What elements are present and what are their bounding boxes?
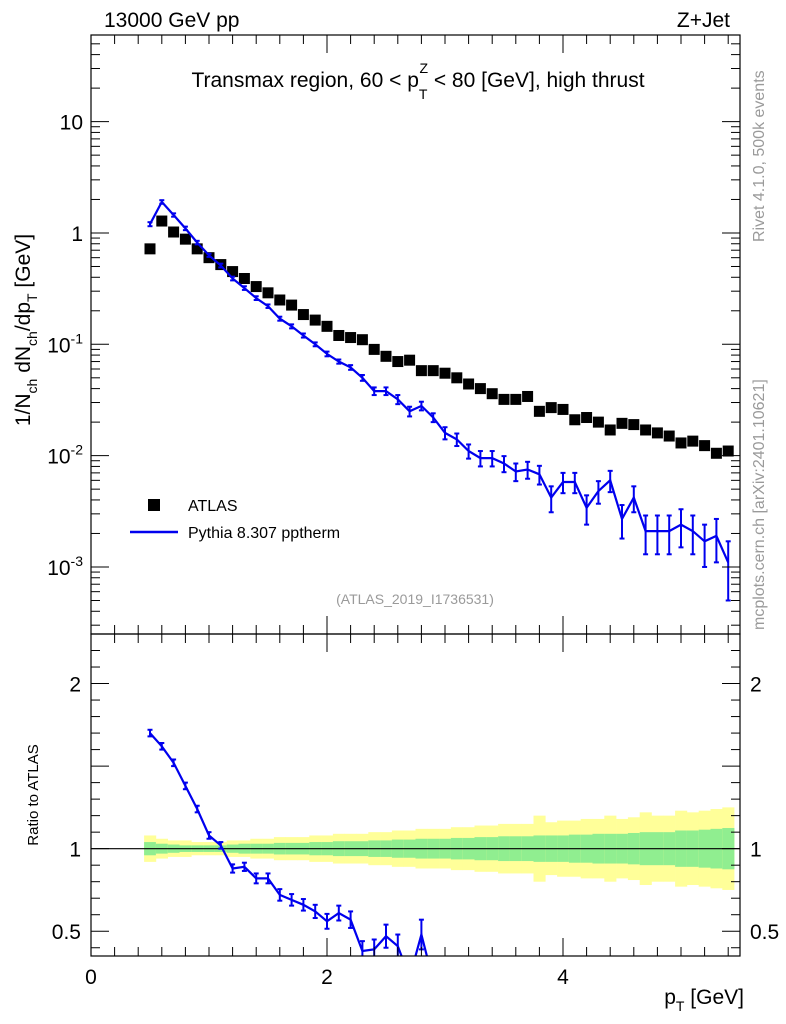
atlas-data-point (699, 440, 711, 452)
atlas-data-point (156, 215, 168, 227)
atlas-data-point (179, 233, 191, 245)
atlas-data-point (297, 309, 309, 321)
ratio-tick-labels: 0.5 0.5 1 1 2 2 0 2 4 (52, 674, 779, 989)
y-tick-label: 10 (60, 112, 83, 135)
main-y-tick-labels: 10 1 10-1 10-2 10-3 (47, 112, 83, 580)
atlas-data-point (144, 243, 156, 255)
atlas-data-point (415, 365, 427, 377)
ratio-y-tick-label-right: 0.5 (750, 921, 779, 944)
legend-pythia-label: Pythia 8.307 pptherm (188, 525, 340, 542)
atlas-data-point (545, 402, 557, 414)
ratio-panel: 0.5 0.5 1 1 2 2 0 2 4 Ratio to ATLAS pT [GeV] (25, 633, 779, 1014)
atlas-data-point (604, 424, 616, 436)
analysis-id-label: (ATLAS_2019_I1736531) (336, 591, 494, 607)
atlas-data-point (227, 266, 239, 278)
atlas-data-point (191, 243, 203, 255)
ratio-series-group (147, 728, 429, 956)
atlas-data-point (368, 343, 380, 355)
atlas-data-point (345, 332, 357, 344)
rivet-label: Rivet 4.1.0, 500k events (751, 70, 768, 242)
main-plot-area (144, 199, 734, 602)
atlas-data-point (498, 393, 510, 405)
atlas-data-point (463, 378, 475, 390)
ratio-y-tick-label-right: 1 (750, 839, 762, 862)
ratio-y-tick-label: 1 (69, 839, 81, 862)
atlas-data-point (663, 430, 675, 442)
atlas-data-point (274, 294, 286, 306)
ratio-axis-ticks (90, 633, 740, 956)
title-pre: Transmax region, 60 < p (191, 69, 418, 92)
atlas-data-point (392, 356, 404, 368)
x-axis-label: pT [GeV] (664, 986, 744, 1014)
mcplots-label: mcplots.cern.ch [arXiv:2401.10621] (751, 379, 768, 630)
x-tick-label: 0 (85, 966, 97, 989)
atlas-data-point (687, 435, 699, 447)
atlas-data-point (356, 334, 368, 346)
chart-title: Transmax region, 60 < pTZ < 80 [GeV], hi… (191, 60, 644, 102)
atlas-data-point (380, 350, 392, 362)
atlas-data-point (333, 329, 345, 341)
energy-label: 13000 GeV pp (104, 9, 239, 32)
atlas-data-point (250, 281, 262, 293)
process-label: Z+Jet (677, 9, 730, 32)
atlas-data-point (321, 320, 333, 332)
main-panel: 10 1 10-1 10-2 10-3 Transmax region, 60 < pT… (12, 34, 741, 635)
y-tick-label: 10-2 (47, 442, 83, 469)
legend-atlas-label: ATLAS (188, 498, 238, 515)
atlas-data-point (238, 272, 250, 284)
y-tick-label: 1 (71, 223, 83, 246)
atlas-data-point (533, 405, 545, 417)
title-post: < 80 [GeV], high thrust (428, 69, 645, 92)
y-tick-label: 10-3 (47, 553, 83, 580)
legend-atlas-marker (148, 499, 160, 511)
atlas-data-point (439, 367, 451, 379)
x-tick-label: 4 (557, 966, 569, 989)
atlas-data-point (286, 299, 298, 311)
atlas-data-point (651, 427, 663, 439)
atlas-data-point (168, 226, 180, 238)
main-y-axis-label: 1/Nch dNch/dpT [GeV] (12, 234, 40, 426)
title-sub: T (419, 86, 428, 102)
atlas-data-point (557, 403, 569, 415)
ratio-y-tick-label-right: 2 (750, 674, 762, 697)
atlas-data-point (262, 287, 274, 299)
atlas-data-point (510, 393, 522, 405)
ratio-y-axis-label: Ratio to ATLAS (25, 744, 42, 845)
ratio-plot-area (91, 728, 740, 956)
title-sup: Z (419, 60, 428, 76)
ratio-y-tick-label: 2 (69, 674, 81, 697)
main-axis-ticks (90, 34, 740, 634)
atlas-data-point (628, 419, 640, 431)
atlas-data-point (427, 365, 439, 377)
atlas-data-point (710, 447, 722, 459)
atlas-data-point (722, 445, 734, 457)
atlas-data-point (581, 412, 593, 424)
atlas-data-point (675, 437, 687, 449)
main-frame (90, 34, 741, 635)
x-tick-label: 2 (321, 966, 333, 989)
legend: ATLAS Pythia 8.307 pptherm (130, 498, 340, 542)
atlas-data-point (592, 416, 604, 428)
ratio-y-tick-label: 0.5 (52, 921, 81, 944)
ratio-frame (90, 633, 741, 957)
atlas-data-point (569, 414, 581, 426)
atlas-data-point (616, 417, 628, 429)
atlas-data-point (309, 314, 321, 326)
atlas-data-point (474, 383, 486, 395)
atlas-data-point (486, 388, 498, 400)
atlas-data-point (451, 372, 463, 384)
y-tick-label: 10-1 (47, 330, 83, 357)
atlas-data-point (522, 390, 534, 402)
atlas-data-point (404, 354, 416, 366)
atlas-data-point (640, 424, 652, 436)
